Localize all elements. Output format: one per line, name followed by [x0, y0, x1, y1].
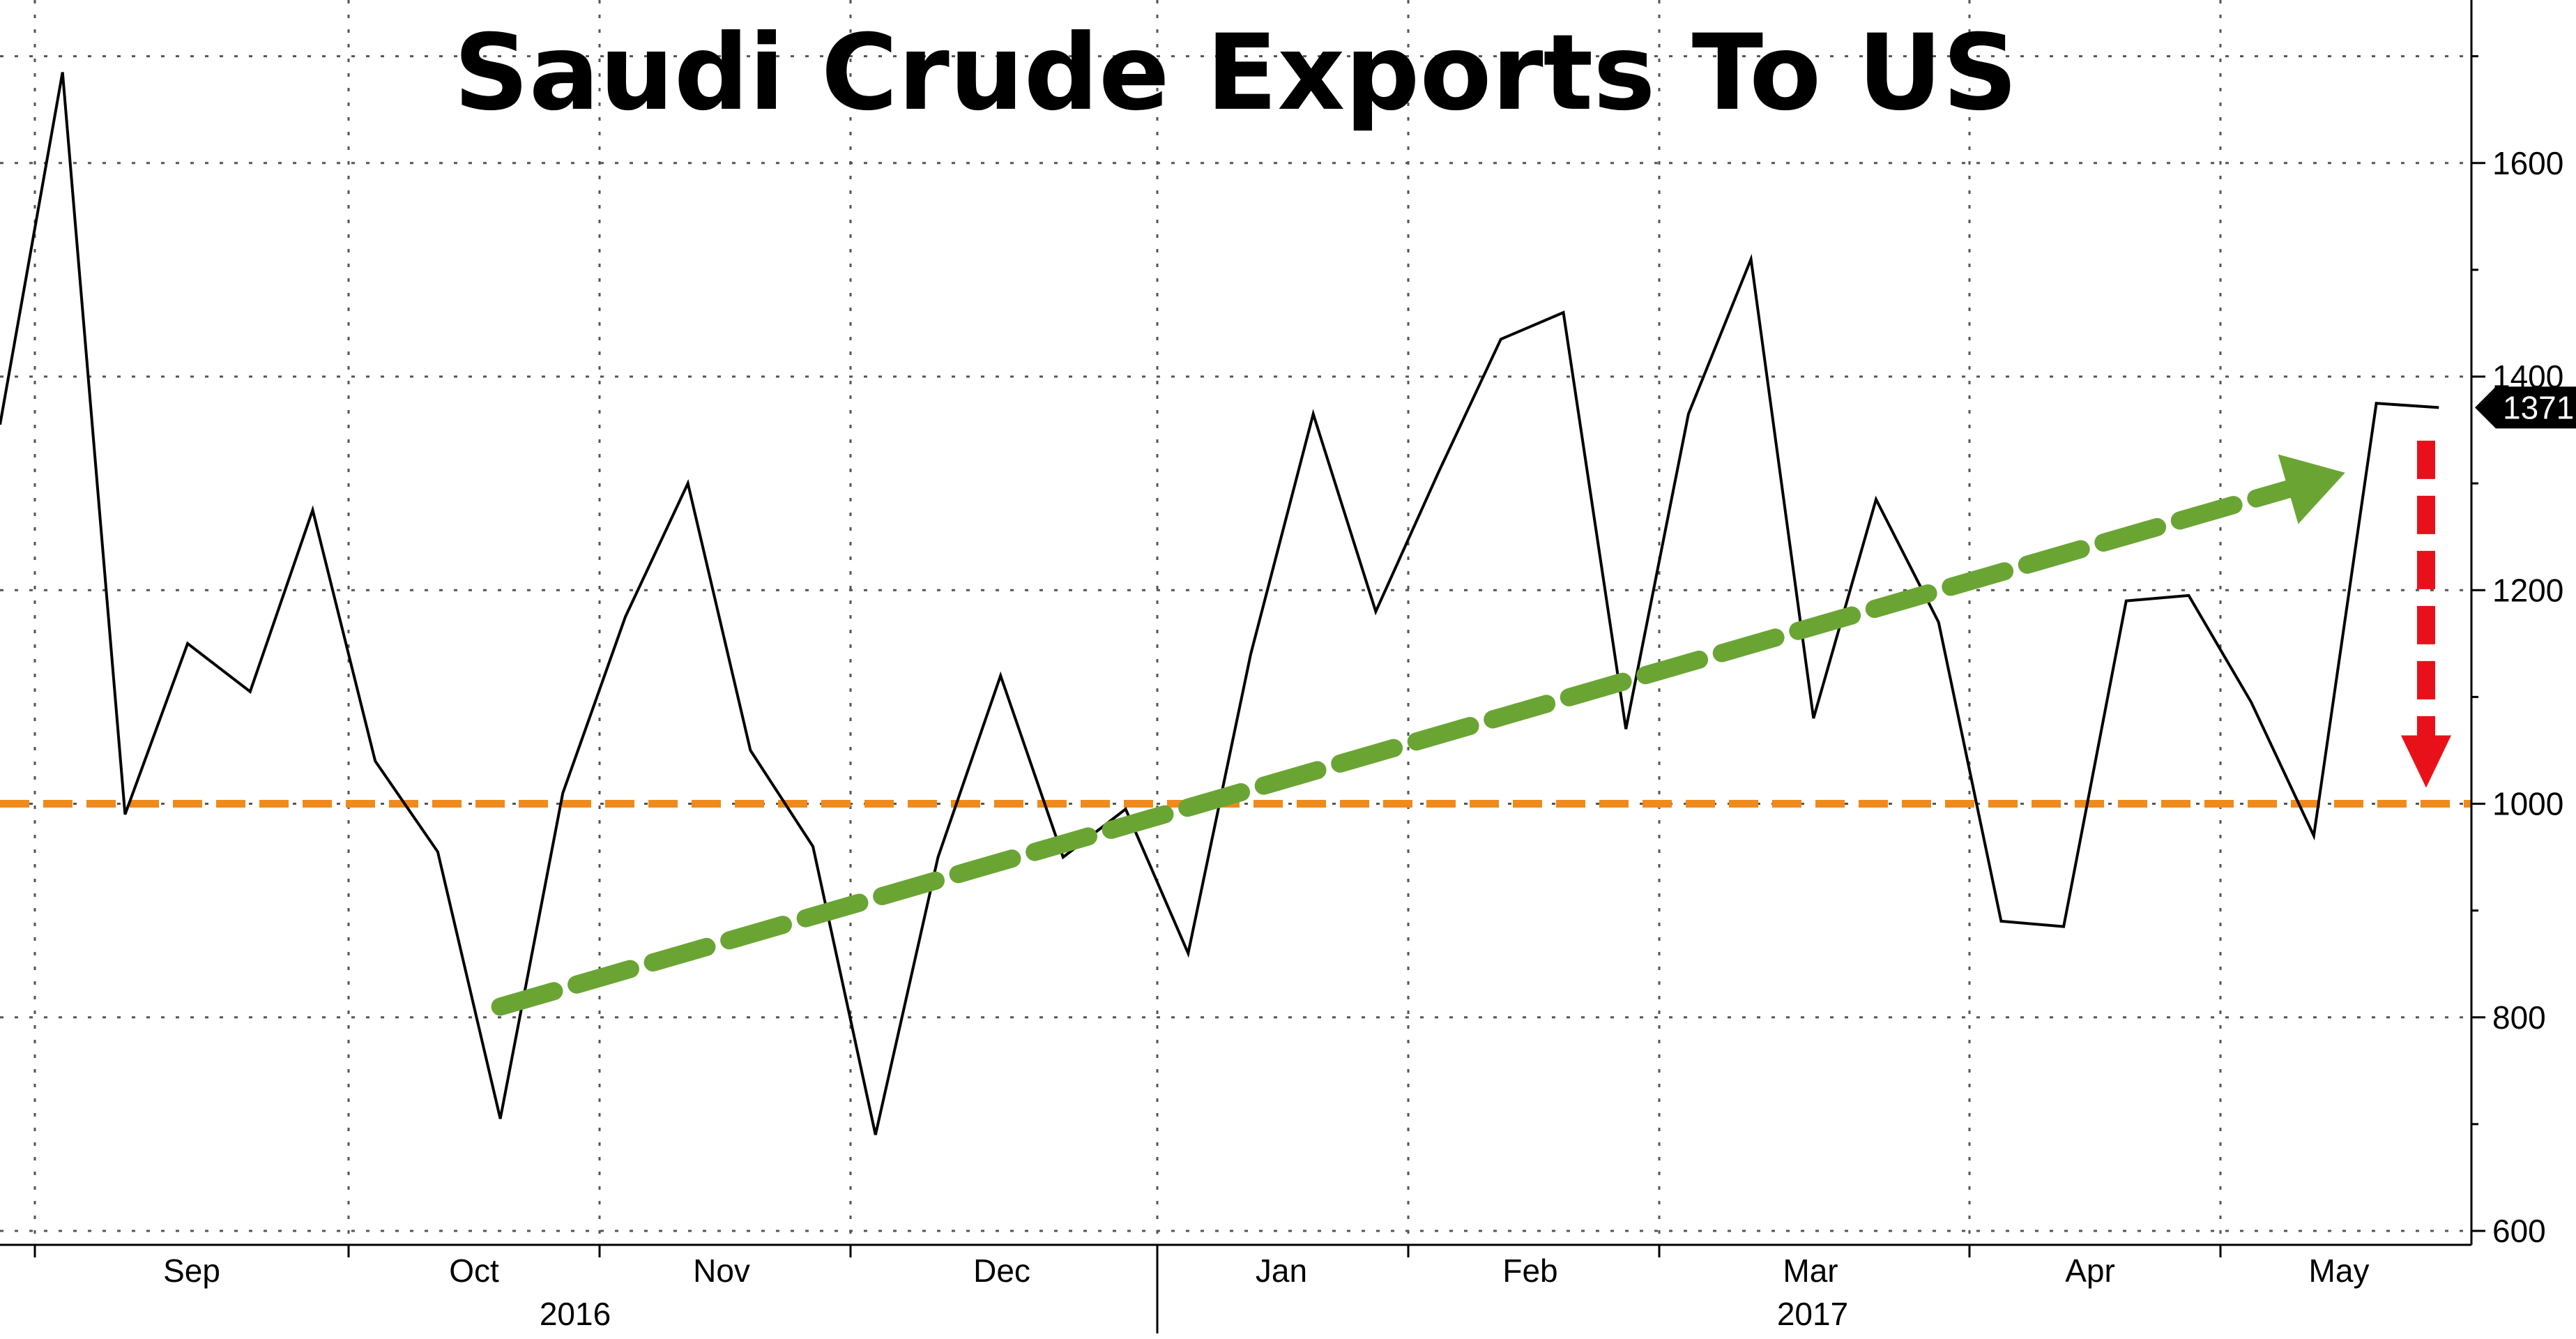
chart-title: Saudi Crude Exports To US	[453, 13, 2018, 134]
x-tick-label: Feb	[1502, 1253, 1557, 1289]
y-tick-label: 600	[2492, 1213, 2546, 1249]
axes	[0, 0, 2473, 1246]
trend-arrow-shaft	[491, 480, 2298, 1016]
x-tick-label: Dec	[973, 1253, 1030, 1289]
down-arrow-head	[2401, 735, 2451, 788]
x-tick-label: Sep	[163, 1253, 220, 1289]
data-series	[0, 72, 2439, 1135]
x-tick-label: Jan	[1256, 1253, 1307, 1289]
year-label: 2017	[1777, 1296, 1848, 1332]
grid-lines	[0, 0, 2471, 1245]
year-label: 2016	[540, 1296, 611, 1332]
trend-arrow-head	[2278, 454, 2345, 524]
x-tick-label: May	[2309, 1253, 2370, 1289]
x-tick-label: Oct	[449, 1253, 499, 1289]
y-tick-label: 800	[2492, 999, 2546, 1036]
y-tick-label: 1000	[2492, 786, 2563, 822]
annotations	[491, 440, 2451, 1016]
x-tick-label: Mar	[1783, 1253, 1838, 1289]
x-tick-label: Nov	[693, 1253, 750, 1289]
y-tick-label: 1200	[2492, 572, 2563, 608]
last-value-label: 1371	[2503, 389, 2574, 425]
x-axis-ticks: Sep Oct Nov Dec Jan Feb Mar Apr May 2016 2017	[33, 1245, 2370, 1333]
series-line	[0, 72, 2439, 1135]
x-tick-label: Apr	[2065, 1253, 2115, 1289]
last-value-badge	[2475, 386, 2576, 429]
y-tick-label: 1600	[2492, 145, 2563, 181]
